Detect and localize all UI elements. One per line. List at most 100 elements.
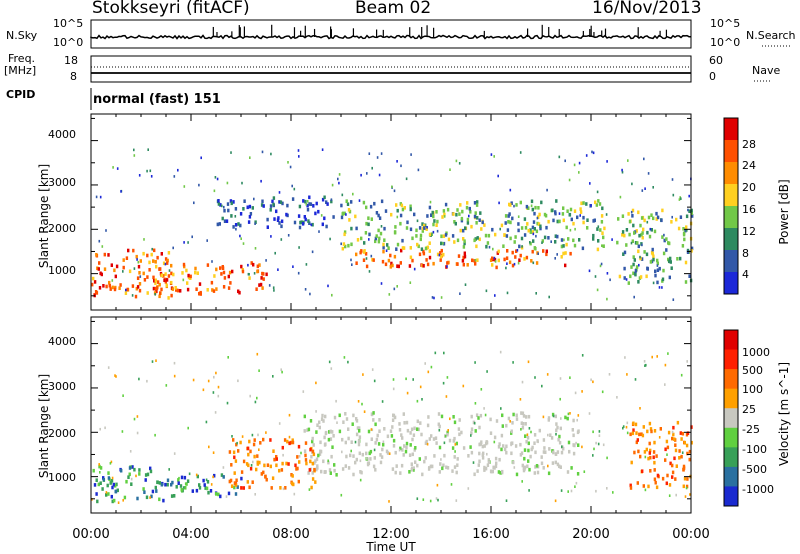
power-cell	[127, 248, 130, 253]
power-scatter-cell	[191, 235, 193, 239]
power-cell	[534, 205, 537, 210]
power-cell	[138, 288, 142, 293]
velocity-scatter-cell	[429, 499, 432, 503]
velocity-cell	[327, 437, 331, 442]
velocity-cell	[649, 448, 652, 453]
power-cell	[573, 209, 577, 213]
power-cell	[690, 208, 693, 213]
power-cell	[529, 230, 532, 234]
station-title: Stokkseyri (fitACF)	[92, 0, 250, 18]
power-scatter-cell	[621, 170, 624, 174]
velocity-cell	[500, 447, 503, 452]
power-cell	[628, 232, 631, 237]
velocity-cell	[249, 466, 253, 471]
velocity-cell	[341, 467, 345, 471]
power-cell	[630, 265, 633, 269]
velocity-cell	[386, 451, 390, 455]
power-cell	[198, 291, 201, 296]
power-scatter-cell	[548, 295, 550, 299]
power-cell	[105, 284, 108, 289]
velocity-cell	[162, 498, 165, 503]
power-cell	[124, 291, 128, 295]
velocity-cell	[566, 470, 570, 474]
power-cell	[355, 252, 358, 257]
velocity-cbar-1000: 1000	[742, 346, 770, 359]
velocity-cell	[151, 489, 155, 494]
power-scatter-cell	[597, 225, 600, 228]
power-cell	[229, 281, 232, 285]
power-cell	[462, 245, 466, 249]
power-cell	[213, 274, 216, 278]
power-cell	[451, 234, 455, 238]
velocity-cell	[102, 477, 105, 482]
velocity-cell	[473, 472, 476, 477]
power-scatter-cell	[260, 179, 262, 183]
velocity-cell	[535, 464, 539, 468]
velocity-cell	[392, 444, 396, 448]
power-scatter-cell	[558, 212, 561, 215]
power-cell	[661, 235, 664, 239]
velocity-cell	[489, 417, 492, 422]
power-cell	[635, 229, 638, 233]
velocity-cell	[247, 452, 250, 457]
velocity-cell	[294, 463, 297, 468]
power-cell	[383, 238, 386, 242]
velocity-cell	[642, 484, 645, 488]
velocity-scatter-cell	[217, 394, 220, 398]
power-cell	[158, 282, 161, 287]
power-cell	[382, 242, 385, 247]
power-cell	[128, 269, 132, 274]
velocity-cell	[410, 468, 413, 472]
power-cell	[152, 259, 155, 263]
power-cell	[637, 249, 640, 254]
velocity-cell	[437, 422, 440, 427]
power-cell	[391, 263, 394, 268]
power-cell	[537, 206, 540, 210]
velocity-cell	[434, 436, 438, 440]
velocity-cell	[186, 479, 190, 483]
power-scatter-cell	[680, 197, 682, 200]
power-cell	[409, 246, 412, 250]
power-scatter-cell	[330, 198, 333, 201]
power-cell	[517, 222, 520, 226]
power-scatter-cell	[358, 199, 361, 202]
velocity-cell	[315, 430, 318, 434]
velocity-cell	[204, 486, 207, 490]
power-cbar-4: 4	[742, 268, 749, 281]
velocity-scatter-cell	[454, 450, 456, 453]
power-cell	[155, 289, 158, 294]
power-cell	[466, 201, 469, 205]
power-panel-frame	[90, 113, 692, 311]
velocity-cell	[568, 449, 571, 454]
velocity-cell	[312, 452, 316, 457]
velocity-scatter-cell	[483, 407, 485, 410]
power-cell	[634, 268, 638, 273]
velocity-cell	[523, 448, 527, 452]
velocity-cell	[351, 422, 354, 426]
power-cell	[399, 221, 402, 226]
power-cell	[554, 211, 557, 216]
velocity-cell	[196, 474, 199, 479]
velocity-cell	[240, 476, 243, 481]
power-ytick-4000: 4000	[48, 128, 76, 141]
velocity-cell	[497, 470, 501, 474]
power-cell	[668, 275, 671, 280]
power-cell	[234, 223, 238, 227]
power-cell	[363, 249, 366, 253]
power-cell	[679, 215, 683, 219]
velocity-cell	[380, 455, 384, 459]
power-ytick-1000: 1000	[48, 264, 76, 277]
velocity-cell	[304, 441, 308, 445]
power-cell	[241, 269, 245, 274]
power-scatter-cell	[409, 281, 412, 284]
power-cell	[154, 260, 157, 264]
velocity-cell	[235, 442, 238, 447]
velocity-cell	[95, 492, 98, 496]
power-cell	[355, 261, 358, 265]
velocity-cell	[376, 433, 379, 438]
power-cell	[506, 249, 509, 253]
power-cell	[690, 246, 694, 251]
velocity-cell	[171, 480, 174, 485]
power-cbar-28: 28	[742, 138, 756, 151]
power-scatter-cell	[173, 175, 176, 178]
